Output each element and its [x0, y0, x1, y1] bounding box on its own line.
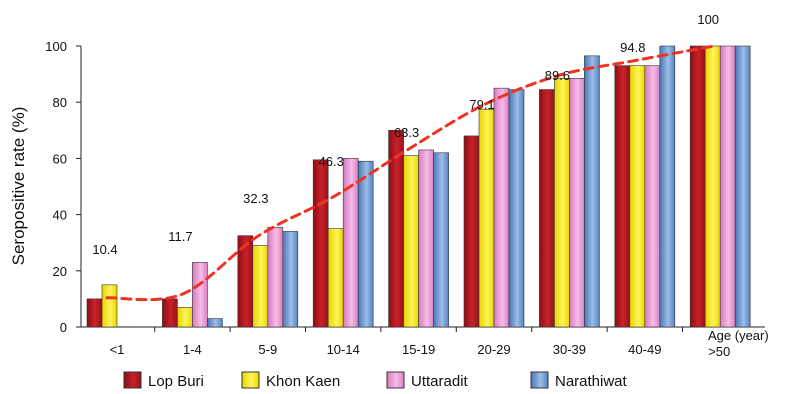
x-tick-label: 15-19 — [402, 342, 435, 357]
x-tick-label: <1 — [110, 342, 125, 357]
bar-uttaradit — [192, 262, 208, 328]
legend-label: Lop Buri — [148, 373, 204, 390]
legend-swatch — [123, 371, 142, 389]
bar-uttaradit — [569, 78, 585, 328]
bar-narathiwat — [282, 231, 299, 328]
bar-uttaradit — [644, 65, 661, 328]
x-axis-label: Age (year) — [708, 328, 769, 343]
bar-uttaradit — [418, 149, 434, 328]
bar-khon-kaen — [252, 245, 269, 328]
trend-value-label: 79.1 — [469, 97, 494, 112]
legend-label: Khon Kaen — [266, 373, 340, 390]
trend-value-label: 32.3 — [243, 191, 268, 206]
bar-lop-buri — [539, 89, 555, 328]
y-tick-label: 100 — [45, 39, 67, 54]
x-tick-label: 20-29 — [477, 342, 510, 357]
annotations: 10.4 11.7 32.3 46.3 63.3 79.1 89.6 94.8 100 — [92, 12, 719, 257]
bar-khon-kaen — [101, 284, 118, 328]
bar-lop-buri — [463, 135, 480, 328]
bar-lop-buri — [312, 159, 329, 328]
y-tick-label: 80 — [53, 95, 67, 110]
bar-uttaradit — [342, 158, 359, 328]
x-tick-label: 10-14 — [327, 342, 360, 357]
y-axis: 0 20 40 60 80 100 Seropositive rate (%) — [9, 39, 82, 335]
y-tick-label: 20 — [53, 264, 67, 279]
trend-value-label: 94.8 — [620, 40, 645, 55]
trend-value-label: 11.7 — [168, 229, 192, 244]
x-ticks: <1 1-4 5-9 10-14 15-19 20-29 30-39 40-49 >50 — [110, 327, 730, 359]
trend-value-label: 89.6 — [545, 68, 570, 83]
bar-uttaradit — [719, 45, 736, 328]
bar-narathiwat — [584, 55, 600, 328]
bar-khon-kaen — [327, 228, 344, 328]
bar-khon-kaen — [629, 65, 646, 328]
y-tick-label: 60 — [53, 151, 67, 166]
trend-value-label: 10.4 — [92, 242, 117, 257]
trend-value-label: 46.3 — [319, 154, 344, 169]
legend-swatch — [530, 371, 549, 389]
bar-khon-kaen — [554, 78, 570, 328]
y-ticks: 0 20 40 60 80 100 — [45, 39, 81, 335]
legend: Lop Buri Khon Kaen Uttaradit Narathiwat — [123, 371, 628, 390]
legend-label: Narathiwat — [555, 373, 628, 390]
legend-swatch — [386, 371, 405, 389]
bar-narathiwat — [734, 45, 751, 328]
bar-lop-buri — [86, 298, 103, 328]
bar-lop-buri — [689, 45, 706, 328]
bar-narathiwat — [433, 152, 449, 328]
bar-lop-buri — [162, 298, 178, 328]
bar-khon-kaen — [478, 108, 495, 328]
bar-uttaradit — [493, 87, 510, 328]
bar-narathiwat — [508, 89, 525, 328]
bar-narathiwat — [207, 318, 223, 328]
x-axis: <1 1-4 5-9 10-14 15-19 20-29 30-39 40-49 >50 Age… — [81, 326, 769, 359]
trend-value-label: 100 — [697, 12, 719, 27]
bar-khon-kaen — [177, 307, 193, 328]
x-tick-label: 1-4 — [183, 342, 202, 357]
bar-narathiwat — [659, 45, 676, 328]
y-tick-label: 40 — [53, 208, 67, 223]
trend-line — [105, 44, 716, 302]
bar-lop-buri — [614, 65, 631, 328]
legend-swatch — [241, 371, 260, 389]
y-tick-label: 0 — [60, 320, 67, 335]
x-tick-label: 30-39 — [553, 342, 586, 357]
x-tick-label: 40-49 — [628, 342, 661, 357]
legend-label: Uttaradit — [411, 373, 469, 390]
bar-uttaradit — [267, 226, 284, 328]
bar-narathiwat — [357, 160, 374, 328]
trend-value-label: 63.3 — [394, 125, 419, 140]
y-axis-label: Seropositive rate (%) — [9, 107, 28, 266]
x-tick-label: >50 — [708, 344, 730, 359]
trend-line-path — [105, 44, 716, 302]
bars — [86, 45, 751, 328]
bar-khon-kaen — [704, 45, 721, 328]
bar-khon-kaen — [403, 155, 419, 328]
x-tick-label: 5-9 — [258, 342, 277, 357]
